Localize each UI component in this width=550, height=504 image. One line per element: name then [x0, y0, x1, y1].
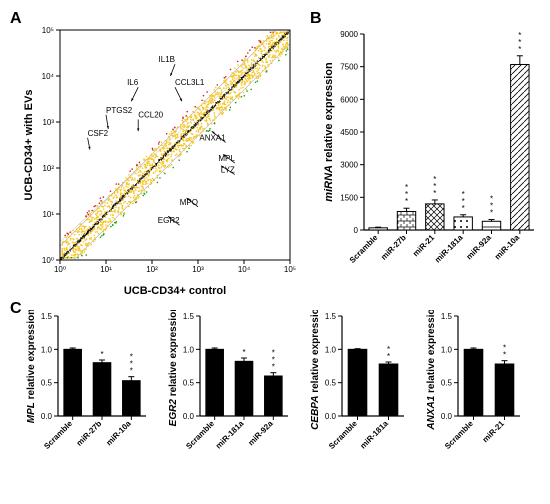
barc-svg: 0.0 0.5 1.0 1.5 Scramble * miR-27b * * * miR-10a MP… [10, 310, 550, 490]
svg-text:4500: 4500 [340, 128, 358, 137]
svg-text:10¹: 10¹ [42, 210, 54, 219]
svg-text:Scramble: Scramble [184, 419, 216, 451]
svg-text:0.0: 0.0 [325, 412, 337, 421]
svg-text:1.0: 1.0 [325, 345, 337, 354]
svg-text:10⁵: 10⁵ [284, 265, 296, 274]
svg-text:0.0: 0.0 [441, 412, 453, 421]
svg-text:IL6: IL6 [127, 78, 139, 87]
svg-text:10⁵: 10⁵ [42, 26, 54, 35]
svg-text:miR-10a: miR-10a [104, 419, 133, 448]
svg-text:9000: 9000 [340, 30, 358, 39]
svg-text:miR-10a: miR-10a [493, 233, 522, 262]
svg-text:10⁰: 10⁰ [54, 265, 66, 274]
svg-text:1500: 1500 [340, 193, 358, 202]
svg-text:10⁴: 10⁴ [42, 72, 55, 81]
svg-text:CSF2: CSF2 [88, 129, 109, 138]
svg-text:miR-92a: miR-92a [465, 233, 494, 262]
svg-text:10²: 10² [42, 164, 54, 173]
svg-text:1.5: 1.5 [41, 312, 53, 321]
svg-text:1.0: 1.0 [183, 345, 195, 354]
svg-text:*: * [387, 345, 390, 354]
svg-text:miR-27b: miR-27b [379, 233, 408, 262]
svg-text:*: * [405, 183, 408, 192]
svg-text:miR-92a: miR-92a [246, 419, 275, 448]
svg-text:CEBPA relative expression: CEBPA relative expression [310, 310, 321, 430]
svg-text:EGR2 relative expression: EGR2 relative expression [168, 310, 179, 426]
svg-text:*: * [433, 175, 436, 184]
svg-text:1.5: 1.5 [183, 312, 195, 321]
svg-text:0.0: 0.0 [183, 412, 195, 421]
svg-text:1.0: 1.0 [441, 345, 453, 354]
svg-text:EGR2: EGR2 [158, 216, 180, 225]
svg-text:1.5: 1.5 [325, 312, 337, 321]
svg-text:ANXA1 relative expression: ANXA1 relative expression [426, 310, 437, 431]
svg-text:10⁴: 10⁴ [238, 265, 251, 274]
svg-text:*: * [462, 190, 465, 199]
svg-text:Scramble: Scramble [443, 419, 475, 451]
svg-text:0.5: 0.5 [41, 379, 53, 388]
svg-text:1.5: 1.5 [441, 312, 453, 321]
svg-text:miRNA relative expression: miRNA relative expression [323, 62, 335, 202]
svg-text:miR-181a: miR-181a [358, 419, 390, 451]
panel-b-bar: 0 1500 3000 4500 6000 7500 9000 Scramble * * * miR-… [320, 20, 540, 300]
svg-text:*: * [242, 348, 245, 357]
scatter-svg: 10⁰10⁰ 10¹ 10¹ 10² 10² 10³ 10³ 10⁴ 10⁴ 10⁵ 10⁵ IL1B… [20, 20, 300, 300]
svg-text:Scramble: Scramble [327, 419, 359, 451]
svg-text:10²: 10² [146, 265, 158, 274]
svg-text:10¹: 10¹ [100, 265, 112, 274]
svg-text:UCB-CD34+ control: UCB-CD34+ control [124, 285, 226, 297]
svg-text:0.5: 0.5 [441, 379, 453, 388]
svg-text:10⁰: 10⁰ [42, 256, 54, 265]
svg-text:miR-27b: miR-27b [75, 419, 104, 448]
svg-text:MPL: MPL [218, 154, 235, 163]
barb-svg: 0 1500 3000 4500 6000 7500 9000 Scramble * * * miR-… [320, 20, 540, 300]
svg-text:10³: 10³ [42, 118, 54, 127]
svg-text:7500: 7500 [340, 63, 358, 72]
svg-text:UCB-CD34+ with EVs: UCB-CD34+ with EVs [23, 90, 35, 201]
svg-text:miR-21: miR-21 [481, 419, 507, 445]
svg-text:3000: 3000 [340, 161, 358, 170]
svg-text:miR-181a: miR-181a [433, 233, 465, 265]
svg-text:*: * [503, 344, 506, 353]
svg-text:*: * [272, 349, 275, 358]
svg-text:ANXA1: ANXA1 [199, 133, 226, 142]
panel-a-scatter: 10⁰10⁰ 10¹ 10¹ 10² 10² 10³ 10³ 10⁴ 10⁴ 10⁵ 10⁵ IL1B… [20, 20, 300, 300]
svg-text:MPL relative expression: MPL relative expression [26, 310, 37, 423]
svg-text:CCL3L1: CCL3L1 [175, 78, 205, 87]
svg-text:0.5: 0.5 [183, 379, 195, 388]
svg-text:Scramble: Scramble [42, 419, 74, 451]
svg-text:LYZ: LYZ [221, 166, 235, 175]
svg-text:10³: 10³ [192, 265, 204, 274]
svg-text:0.0: 0.0 [41, 412, 53, 421]
svg-text:Scramble: Scramble [348, 233, 380, 265]
svg-text:MPO: MPO [180, 198, 198, 207]
svg-text:CCL20: CCL20 [138, 110, 163, 119]
svg-text:*: * [130, 353, 133, 362]
figure-container: A 10⁰10⁰10¹10¹10²10²10³10³10⁴10⁴10⁵10⁵IL… [10, 10, 540, 494]
svg-text:1.0: 1.0 [41, 345, 53, 354]
svg-text:0.5: 0.5 [325, 379, 337, 388]
svg-text:*: * [100, 350, 103, 359]
svg-text:PTGS2: PTGS2 [106, 106, 133, 115]
svg-text:miR-181a: miR-181a [214, 419, 246, 451]
svg-text:6000: 6000 [340, 95, 358, 104]
svg-text:IL1B: IL1B [159, 55, 175, 64]
svg-text:*: * [518, 31, 521, 40]
panel-c-bars: 0.0 0.5 1.0 1.5 Scramble * miR-27b * * * miR-10a MP… [10, 310, 550, 490]
svg-text:*: * [490, 195, 493, 204]
svg-text:0: 0 [354, 226, 359, 235]
svg-text:miR-21: miR-21 [411, 233, 437, 259]
